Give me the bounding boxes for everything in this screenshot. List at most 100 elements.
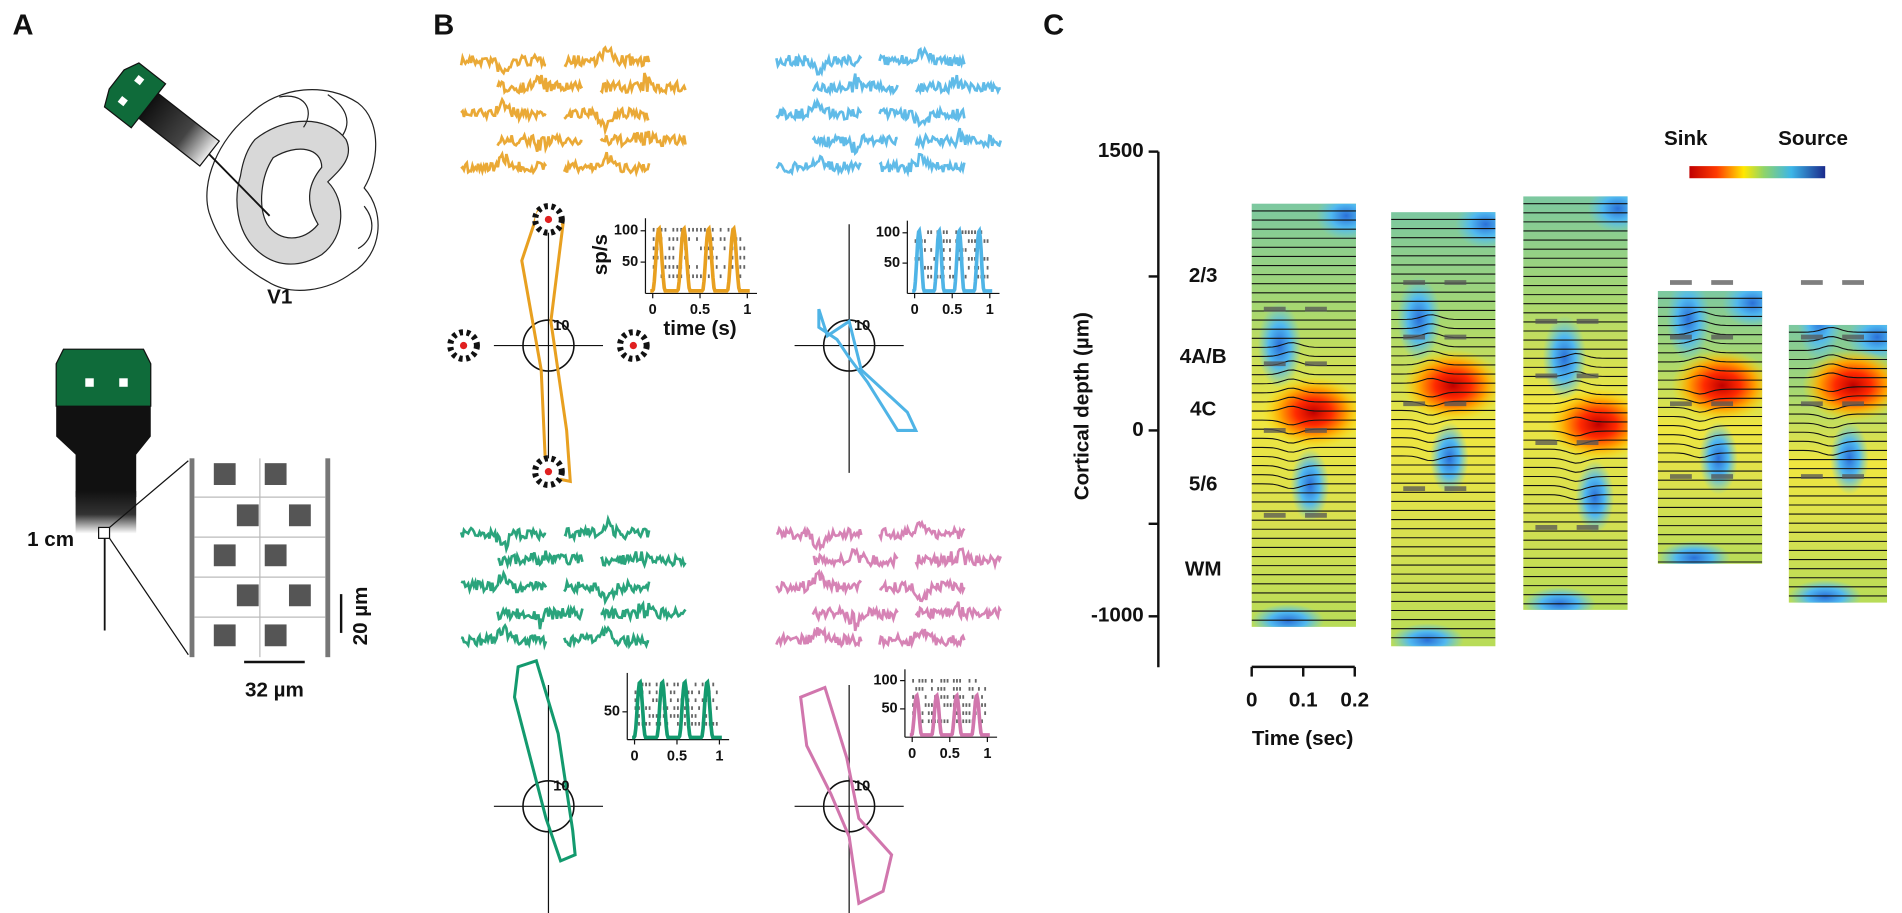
raster-tick	[937, 687, 940, 691]
raster-tick	[694, 698, 697, 703]
raster-tick	[705, 722, 708, 726]
raster-tick	[723, 237, 726, 241]
raster-tick	[984, 703, 987, 707]
raster-tick	[959, 678, 962, 683]
raster-tick	[739, 237, 742, 241]
raster-tick	[696, 274, 698, 279]
tick-label: 1500	[1098, 139, 1144, 162]
source-blob	[1587, 196, 1628, 233]
raster-tick	[971, 239, 973, 243]
spike-waveform	[878, 104, 966, 128]
raster-tick	[673, 714, 676, 718]
raster-tick	[715, 690, 718, 695]
raster-tick	[719, 237, 722, 241]
source-blob	[1290, 448, 1330, 522]
source-blob	[1797, 324, 1841, 362]
lfp-trace	[1788, 326, 1888, 333]
lfp-trace	[1251, 455, 1356, 462]
raster-tick	[983, 257, 986, 261]
raster-tick	[912, 703, 915, 707]
raster-tick	[715, 706, 718, 710]
raster-tick	[943, 687, 946, 691]
layer-label: 5/6	[1189, 472, 1218, 495]
axis-label: Cortical depth (µm)	[1071, 312, 1094, 500]
raster-tick	[680, 227, 683, 232]
raster-tick	[638, 714, 640, 718]
raster-tick	[946, 678, 949, 683]
lfp-trace	[1391, 455, 1496, 462]
csd-blobs	[1657, 290, 1763, 564]
source-blob	[1722, 290, 1763, 328]
spike-waveform	[878, 628, 966, 650]
spike-waveform	[599, 72, 687, 96]
raster-tick	[924, 695, 927, 699]
psth-curve	[912, 225, 993, 293]
raster-tick	[655, 690, 658, 695]
spike-waveform	[914, 74, 1001, 96]
tick-label: 0.5	[667, 748, 687, 764]
raster-tick	[971, 695, 974, 699]
spike-waveform	[812, 546, 899, 571]
raster-tick	[914, 239, 917, 243]
raster-tick	[924, 265, 926, 270]
spike-waveform	[460, 150, 548, 177]
raster-tick	[696, 265, 698, 269]
raster-tick	[977, 274, 980, 279]
lfp-trace	[1523, 494, 1628, 501]
lfp-trace	[1523, 398, 1628, 405]
spike-waveform	[459, 525, 547, 555]
raster-tick	[962, 703, 965, 707]
raster-tick	[924, 703, 927, 707]
raster-tick	[698, 690, 701, 695]
raster-tick	[668, 274, 671, 279]
spike-waveform	[562, 151, 651, 178]
lfp-trace	[1788, 422, 1888, 429]
csd-blobs	[1391, 212, 1496, 647]
raster-tick	[700, 227, 702, 232]
raster-tick	[687, 690, 690, 695]
probe-vertical	[55, 348, 189, 656]
lfp-trace	[1391, 314, 1496, 321]
raster-tick	[691, 690, 693, 695]
lfp-trace	[1788, 372, 1888, 379]
raster-tick	[712, 682, 715, 687]
raster-tick	[715, 265, 718, 269]
lfp-trace	[1657, 356, 1763, 363]
raster-tick	[739, 255, 742, 260]
csd-map	[1391, 212, 1496, 647]
raster-tick	[959, 695, 962, 699]
lfp-trace	[1657, 415, 1763, 422]
panel-label: A	[13, 9, 34, 41]
raster-tick	[964, 274, 967, 279]
raster-tick	[688, 237, 691, 241]
raster-tick	[652, 698, 655, 703]
tick-label: 1	[743, 302, 751, 318]
raster-tick	[688, 227, 691, 232]
raster-tick	[964, 248, 967, 252]
lfp-trace	[1657, 320, 1763, 327]
tick-label: 0	[630, 748, 638, 764]
source-blob	[1251, 603, 1325, 627]
raster-tick	[696, 237, 698, 241]
raster-tick	[930, 703, 933, 707]
raster-tick	[983, 274, 986, 279]
axis-label: sp/s	[589, 234, 612, 275]
spike-waveform	[878, 46, 966, 69]
raster-tick	[949, 248, 951, 252]
panel-label: B	[433, 9, 454, 41]
lfp-trace	[1391, 446, 1496, 453]
raster-tick	[962, 695, 965, 699]
raster-tick	[648, 706, 651, 710]
spike-waveform	[563, 45, 651, 70]
raster-tick	[943, 719, 946, 724]
raster-tick	[921, 719, 924, 724]
lfp-trace	[1391, 323, 1496, 330]
raster-tick	[731, 255, 734, 260]
raster-tick	[927, 703, 930, 707]
polar-scale: 10	[553, 779, 569, 795]
raster-tick	[952, 687, 955, 691]
colorbar-label: Source	[1778, 127, 1848, 150]
raster-tick	[927, 719, 930, 724]
lfp-trace	[1391, 409, 1496, 416]
raster-tick	[652, 714, 655, 718]
